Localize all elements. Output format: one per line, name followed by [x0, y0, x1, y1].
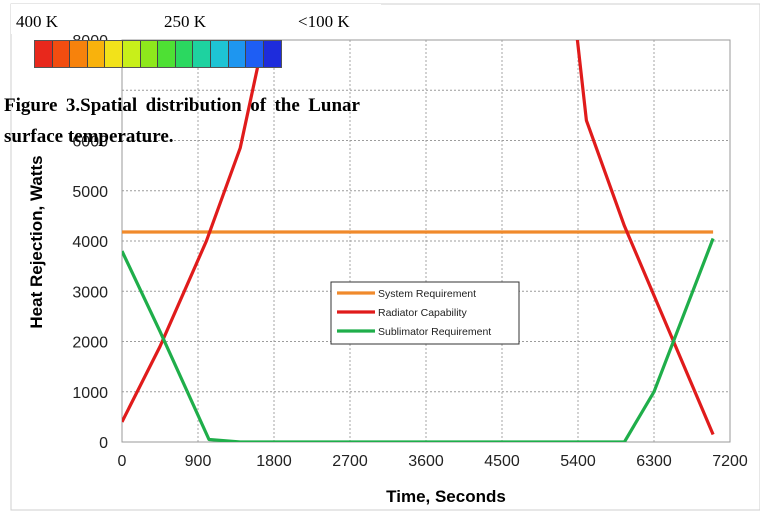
colorbar-swatch — [70, 41, 88, 67]
colorbar-swatch — [210, 41, 229, 67]
figure-caption: Figure 3.Spatial distribution of the Lun… — [4, 95, 360, 147]
x-tick-label: 0 — [118, 453, 127, 470]
temp-label-high: 400 K — [16, 12, 59, 31]
colorbar-swatch — [175, 41, 194, 67]
x-tick-label: 4500 — [484, 453, 520, 470]
colorbar-swatch — [35, 41, 53, 67]
colorbar-swatch — [158, 41, 176, 67]
chart-frame — [10, 3, 760, 511]
temp-label-mid: 250 K — [164, 12, 207, 31]
temperature-colorbar — [34, 40, 283, 68]
x-tick-label: 2700 — [332, 453, 368, 470]
y-tick-label: 3000 — [72, 284, 108, 301]
colorbar-swatch — [87, 41, 106, 67]
y-tick-label: 6000 — [72, 134, 108, 151]
x-axis-title: Time, Seconds — [386, 487, 506, 506]
y-tick-label: 0 — [99, 435, 108, 452]
colorbar-swatch — [246, 41, 264, 67]
colorbar-swatch — [52, 41, 71, 67]
temp-label-low: <100 K — [298, 12, 350, 31]
legend-label-radiator-capability: Radiator Capability — [378, 307, 467, 319]
x-tick-label: 900 — [185, 453, 212, 470]
legend-label-sublimator-requirement: Sublimator Requirement — [378, 326, 491, 338]
y-tick-label: 1000 — [72, 385, 108, 402]
x-tick-label: 1800 — [256, 453, 292, 470]
x-tick-label: 7200 — [712, 453, 748, 470]
x-tick-label: 3600 — [408, 453, 444, 470]
x-tick-label: 5400 — [560, 453, 596, 470]
tick-labels: 0 900 1800 2700 3600 4500 5400 6300 7200 0 1000 200… — [72, 33, 747, 470]
y-tick-label: 5000 — [72, 184, 108, 201]
series-line-radiator-capability — [122, 40, 715, 436]
series-line-sublimator-requirement — [122, 237, 715, 442]
colorbar-swatch — [228, 41, 247, 67]
y-tick-label: 4000 — [72, 234, 108, 251]
legend: System Requirement Radiator Capability Sub… — [330, 281, 520, 345]
series-lines — [122, 40, 715, 442]
colorbar-swatch — [105, 41, 123, 67]
y-axis-title: Heat Rejection, Watts — [27, 155, 46, 328]
x-tick-label: 6300 — [636, 453, 672, 470]
colorbar-swatch — [263, 41, 282, 67]
colorbar-swatch — [122, 41, 141, 67]
label-strip-background — [11, 4, 381, 34]
y-tick-label: 2000 — [72, 335, 108, 352]
colorbar-swatch — [193, 41, 211, 67]
legend-label-system-requirement: System Requirement — [378, 288, 476, 300]
colorbar-swatch — [140, 41, 159, 67]
